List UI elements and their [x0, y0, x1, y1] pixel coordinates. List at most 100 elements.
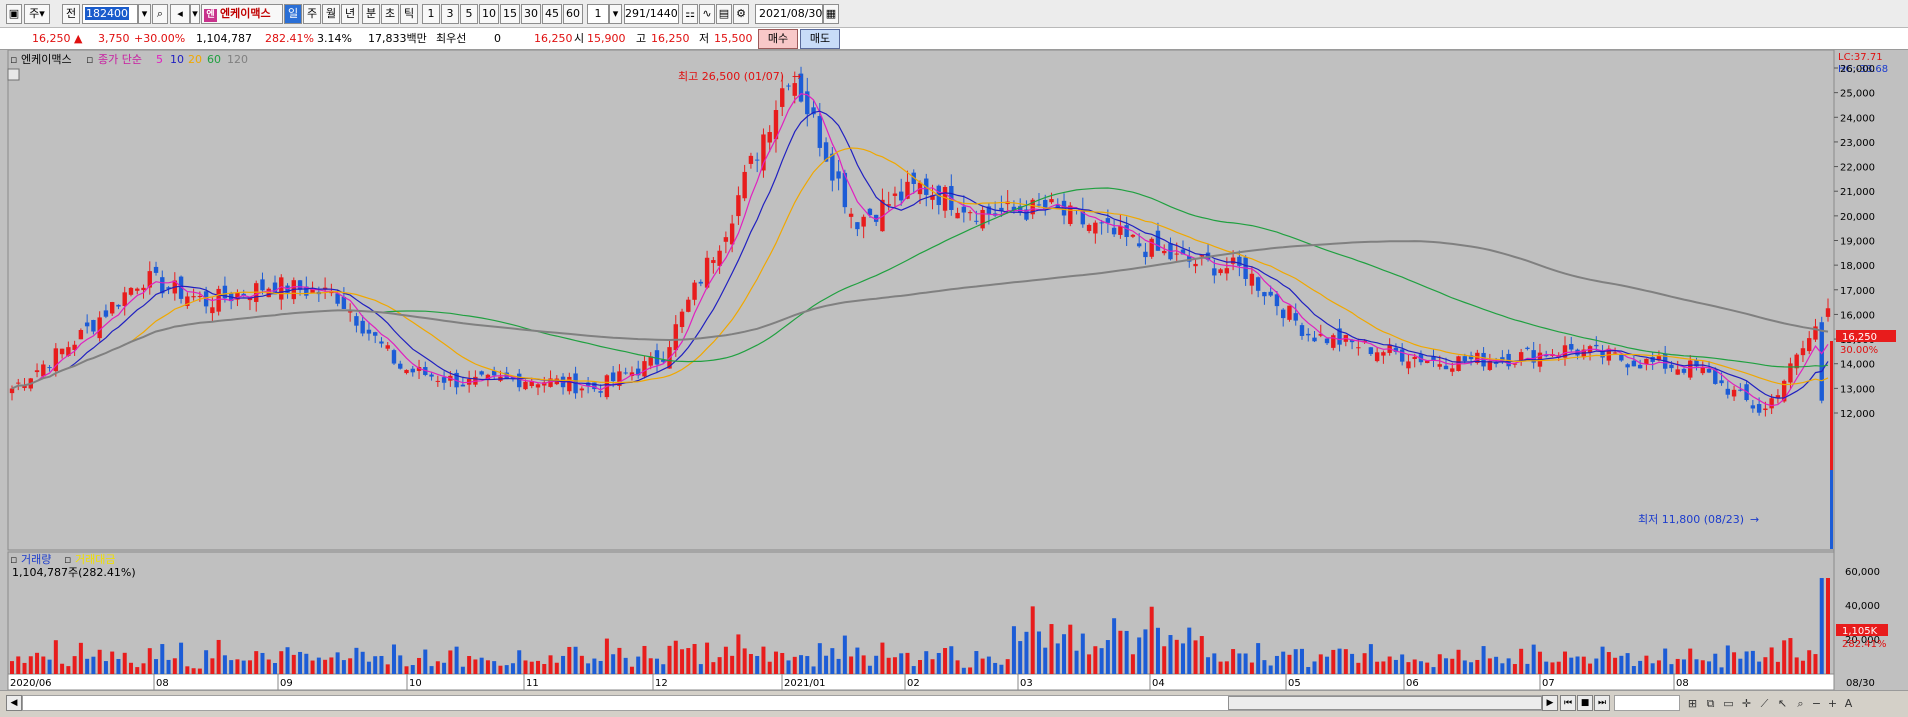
candle-body: [1794, 354, 1799, 369]
tab-minute[interactable]: 분: [362, 4, 380, 24]
date-input[interactable]: 2021/08/30: [755, 4, 823, 24]
volume-bar: [1738, 658, 1743, 674]
volume-bar: [266, 659, 271, 674]
candle-body: [1193, 263, 1198, 267]
speaker-icon[interactable]: ◂: [170, 4, 190, 24]
volume-bar: [1375, 661, 1380, 674]
candle-body: [41, 364, 46, 377]
interval-1[interactable]: 1: [422, 4, 440, 24]
candle-body: [723, 237, 729, 242]
tab-year[interactable]: 년: [341, 4, 359, 24]
volume-bar: [1011, 626, 1016, 674]
candle-body: [1218, 269, 1223, 274]
indicator-icon[interactable]: ∿: [699, 4, 715, 24]
volume-bar: [1732, 652, 1737, 674]
volume-bar: [1062, 634, 1067, 674]
candle-body: [1105, 218, 1111, 223]
candle-body: [222, 285, 228, 299]
tab-month[interactable]: 월: [322, 4, 340, 24]
legend-ma10[interactable]: 10: [170, 53, 184, 66]
candle-body: [967, 212, 973, 214]
trend-icon[interactable]: ⟋: [1760, 697, 1769, 710]
layout-icon[interactable]: ⊞: [1687, 697, 1698, 710]
copy-icon[interactable]: ⧉: [1706, 697, 1715, 710]
volume-bar: [1418, 661, 1423, 674]
text-tool-icon[interactable]: A: [1844, 697, 1853, 710]
next-page-button[interactable]: ⏭: [1594, 695, 1610, 711]
volume-bar: [943, 648, 948, 674]
window-menu-icon[interactable]: ▣: [6, 4, 22, 24]
interval-3[interactable]: 3: [441, 4, 459, 24]
grid-toggle-icon[interactable]: [7, 68, 20, 81]
first-page-button[interactable]: ⏮: [1560, 695, 1576, 711]
interval-45[interactable]: 45: [542, 4, 562, 24]
all-button[interactable]: 전: [62, 4, 80, 24]
candle-body: [679, 311, 685, 328]
legend-ma5[interactable]: 5: [156, 53, 163, 66]
zoom-slider[interactable]: [1614, 695, 1680, 711]
tab-second[interactable]: 초: [381, 4, 399, 24]
stock-chart[interactable]: ▫ 엔케이맥스 ▫ 종가 단순 5 10 20 60 120 최고 26,500…: [0, 50, 1908, 690]
code-dropdown-arrow[interactable]: ▾: [138, 4, 151, 24]
volume-bar: [1306, 667, 1311, 674]
legend-ma120[interactable]: 120: [227, 53, 248, 66]
unit-input[interactable]: 1: [587, 4, 609, 24]
history-dropdown-arrow[interactable]: ▾: [190, 4, 200, 24]
volume-bar: [323, 659, 328, 674]
legend-ma60[interactable]: 60: [207, 53, 221, 66]
buy-button[interactable]: 매수: [758, 29, 798, 49]
tab-tick[interactable]: 틱: [400, 4, 418, 24]
candle-body: [1650, 357, 1655, 362]
interval-5[interactable]: 5: [460, 4, 478, 24]
interval-30[interactable]: 30: [521, 4, 541, 24]
legend-ma20[interactable]: 20: [188, 53, 202, 66]
chart-canvas[interactable]: ▫ 엔케이맥스 ▫ 종가 단순 5 10 20 60 120 최고 26,500…: [0, 50, 1908, 690]
stop-button[interactable]: ■: [1577, 695, 1593, 711]
scroll-thumb[interactable]: [1228, 696, 1542, 710]
sell-button[interactable]: 매도: [800, 29, 840, 49]
window-icon[interactable]: ▭: [1723, 697, 1734, 710]
volume-bar: [1794, 657, 1799, 674]
volume-bar: [304, 653, 309, 674]
zoom-icon[interactable]: ⌕: [1797, 697, 1804, 710]
candle-body: [1562, 345, 1568, 358]
volume-bar: [604, 638, 609, 674]
candle-body: [930, 195, 935, 200]
calendar-icon[interactable]: ▦: [823, 4, 839, 24]
volume-bar: [216, 639, 221, 674]
scroll-left-button[interactable]: ◀: [6, 695, 22, 711]
candle-body: [385, 345, 390, 349]
interval-15[interactable]: 15: [500, 4, 520, 24]
volume-bar: [1049, 624, 1054, 674]
tab-day[interactable]: 일: [284, 4, 302, 24]
volume-value: 1,104,787: [196, 32, 252, 45]
volume-bar: [1525, 663, 1530, 674]
cursor-icon[interactable]: ↖: [1777, 697, 1788, 710]
period-prefix-dropdown[interactable]: 주▾: [24, 4, 50, 24]
scroll-right-button[interactable]: ▶: [1542, 695, 1558, 711]
candle-body: [1080, 209, 1086, 225]
candle-body: [1043, 199, 1048, 209]
pref-label: 최우선: [436, 32, 467, 45]
zoom-out-icon[interactable]: −: [1811, 697, 1822, 710]
volume-bar: [592, 658, 597, 674]
tab-week[interactable]: 주: [303, 4, 321, 24]
volume-bar: [1813, 654, 1818, 674]
settings-icon[interactable]: ⚙: [733, 4, 749, 24]
volume-bar: [404, 666, 409, 674]
interval-60[interactable]: 60: [563, 4, 583, 24]
unit-dropdown-arrow[interactable]: ▾: [609, 4, 622, 24]
save-icon[interactable]: ▤: [716, 4, 732, 24]
candle-body: [911, 172, 916, 184]
stock-code-input[interactable]: 182400: [82, 4, 138, 24]
volume-bar: [185, 666, 190, 674]
candle-body: [103, 310, 109, 317]
link-icon[interactable]: ⚏: [682, 4, 698, 24]
volume-bar: [417, 657, 422, 674]
crosshair-icon[interactable]: ✛: [1741, 697, 1752, 710]
interval-10[interactable]: 10: [479, 4, 499, 24]
search-icon[interactable]: ⌕: [152, 4, 168, 24]
zoom-in-icon[interactable]: +: [1827, 697, 1838, 710]
candle-body: [1713, 369, 1718, 384]
stock-name-field[interactable]: 엔 엔케이맥스: [201, 4, 283, 24]
